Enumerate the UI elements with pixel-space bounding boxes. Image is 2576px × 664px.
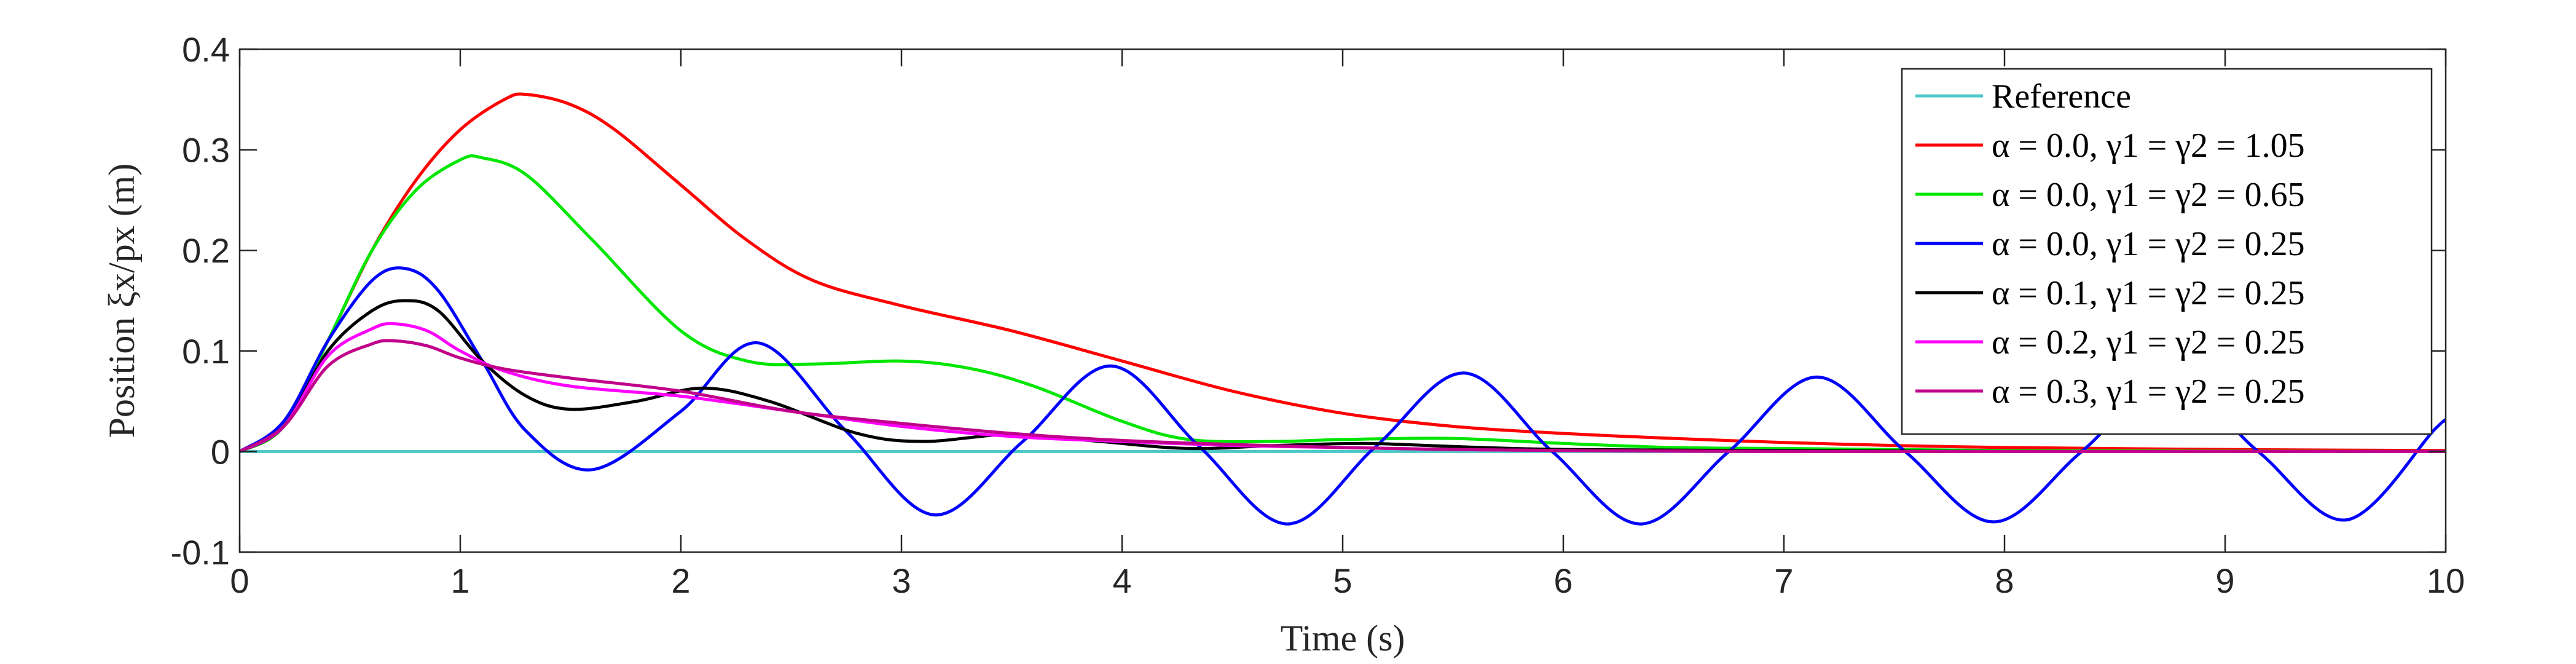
y-tick-label: 0 (211, 432, 230, 471)
legend-label-0-2-1-2-0-25: α = 0.2, γ1 = γ2 = 0.25 (1992, 323, 2305, 362)
ticks-layer: 0 1 2 3 4 5 6 7 8 9 10-0.100.10.20.30.4 (171, 30, 2465, 600)
x-tick-label: 9 (2215, 561, 2234, 600)
y-axis-title: Position ξx/px (m) (101, 164, 142, 438)
y-tick-label: 0.1 (182, 332, 230, 371)
legend: Reference α = 0.0, γ1 = γ2 = 1.05 α = 0.0,… (1901, 68, 2433, 435)
legend-box (1901, 68, 2433, 435)
x-tick-label: 4 (1112, 561, 1131, 600)
x-tick-label: 1 (450, 561, 469, 600)
legend-label-reference: Reference (1992, 77, 2131, 116)
y-tick-label: 0.3 (182, 131, 230, 170)
x-tick-label: 10 (2427, 561, 2465, 600)
x-tick-label: 5 (1333, 561, 1352, 600)
series-line-0-0-1-2-0-65 (240, 154, 2446, 453)
x-tick-label: 7 (1774, 561, 1793, 600)
legend-label-0-1-1-2-0-25: α = 0.1, γ1 = γ2 = 0.25 (1992, 274, 2305, 312)
legend-label-0-0-1-2-0-65: α = 0.0, γ1 = γ2 = 0.65 (1992, 176, 2305, 214)
x-axis-title: Time (s) (1281, 618, 1405, 658)
x-tick-label: 6 (1553, 561, 1573, 600)
x-tick-label: 8 (1995, 561, 2014, 600)
x-tick-label: 3 (892, 561, 911, 600)
y-tick-label: 0.2 (182, 231, 230, 270)
legend-label-0-3-1-2-0-25: α = 0.3, γ1 = γ2 = 0.25 (1992, 373, 2305, 411)
legend-label-0-0-1-2-0-25: α = 0.0, γ1 = γ2 = 0.25 (1992, 225, 2305, 263)
series-layer (240, 92, 2446, 526)
x-tick-label: 0 (230, 561, 249, 600)
legend-label-0-0-1-2-1-05: α = 0.0, γ1 = γ2 = 1.05 (1992, 127, 2305, 165)
series-line-0-3-1-2-0-25 (240, 339, 2446, 454)
y-tick-label: 0.4 (182, 30, 230, 69)
y-tick-label: -0.1 (171, 533, 230, 572)
series-line-0-0-1-2-1-05 (240, 92, 2446, 453)
x-tick-label: 2 (671, 561, 690, 600)
